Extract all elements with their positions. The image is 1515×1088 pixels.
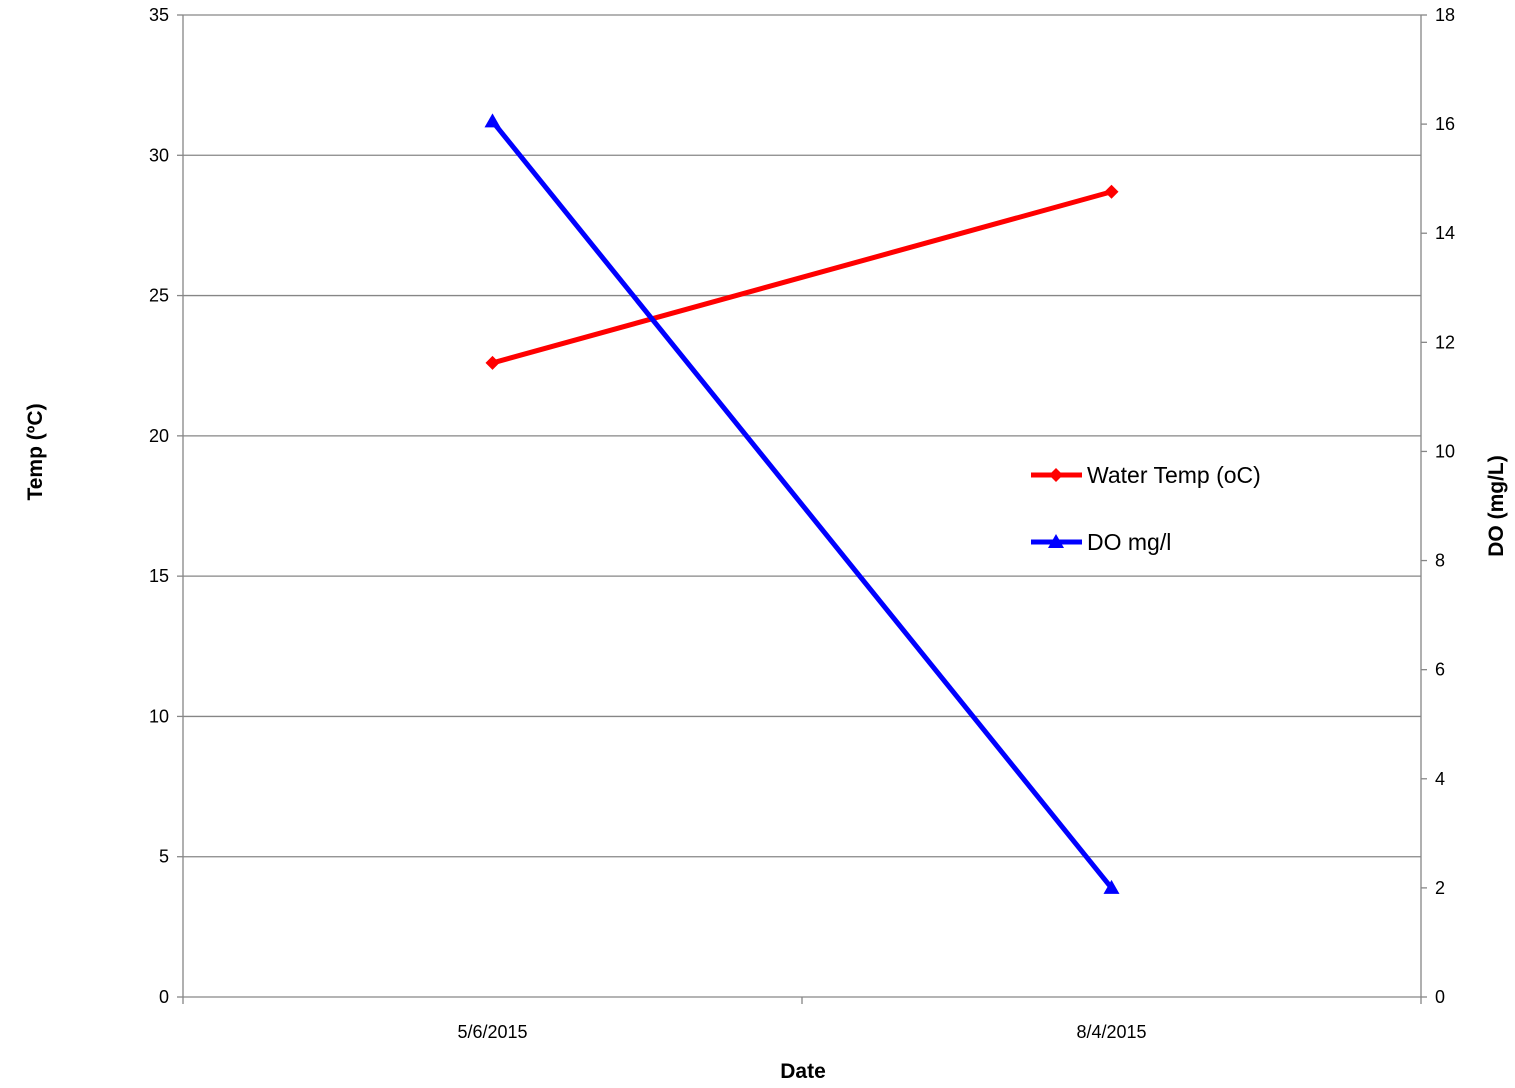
- y-axis-title: Temp (ºC): [24, 403, 47, 500]
- y2-tick-label: 18: [1435, 5, 1455, 25]
- axes: [177, 14, 1427, 1004]
- series-line: [490, 119, 1114, 890]
- data-point: [1103, 879, 1120, 894]
- y-tick-label: 10: [149, 706, 169, 726]
- y2-tick-label: 8: [1435, 551, 1445, 571]
- tick-labels: 0 5 10 15 20 25 30 35 0 2 4 6 8 10 12 14 16 18 5/6/2015 8/4…: [149, 5, 1455, 1042]
- series: [484, 113, 1120, 894]
- y-tick-label: 5: [159, 847, 169, 867]
- data-point: [1104, 184, 1119, 199]
- y2-tick-label: 0: [1435, 987, 1445, 1007]
- y2-tick-label: 12: [1435, 332, 1455, 352]
- y2-tick-label: 16: [1435, 114, 1455, 134]
- legend-marker: [1048, 534, 1064, 548]
- legend-marker: [1049, 468, 1063, 482]
- y-tick-label: 30: [149, 145, 169, 165]
- data-point: [484, 113, 501, 128]
- y-tick-label: 20: [149, 426, 169, 446]
- gridlines: [183, 14, 1421, 858]
- x-axis-title: Date: [780, 1060, 826, 1083]
- y2-tick-label: 6: [1435, 660, 1445, 680]
- y-tick-label: 0: [159, 987, 169, 1007]
- legend-label: DO mg/l: [1087, 529, 1171, 555]
- y2-tick-label: 4: [1435, 769, 1445, 789]
- legend-label: Water Temp (oC): [1087, 462, 1261, 488]
- data-point: [485, 355, 500, 370]
- y-tick-label: 15: [149, 566, 169, 586]
- legend: Water Temp (oC) DO mg/l: [1031, 462, 1261, 555]
- y2-tick-label: 2: [1435, 878, 1445, 898]
- y-tick-label: 25: [149, 286, 169, 306]
- y2-axis-title: DO (mg/L): [1485, 455, 1508, 556]
- y-tick-label: 35: [149, 5, 169, 25]
- y2-tick-label: 10: [1435, 441, 1455, 461]
- y2-tick-label: 14: [1435, 223, 1455, 243]
- series-line: [491, 189, 1113, 366]
- x-tick-label: 8/4/2015: [1076, 1022, 1146, 1042]
- x-tick-label: 5/6/2015: [457, 1022, 527, 1042]
